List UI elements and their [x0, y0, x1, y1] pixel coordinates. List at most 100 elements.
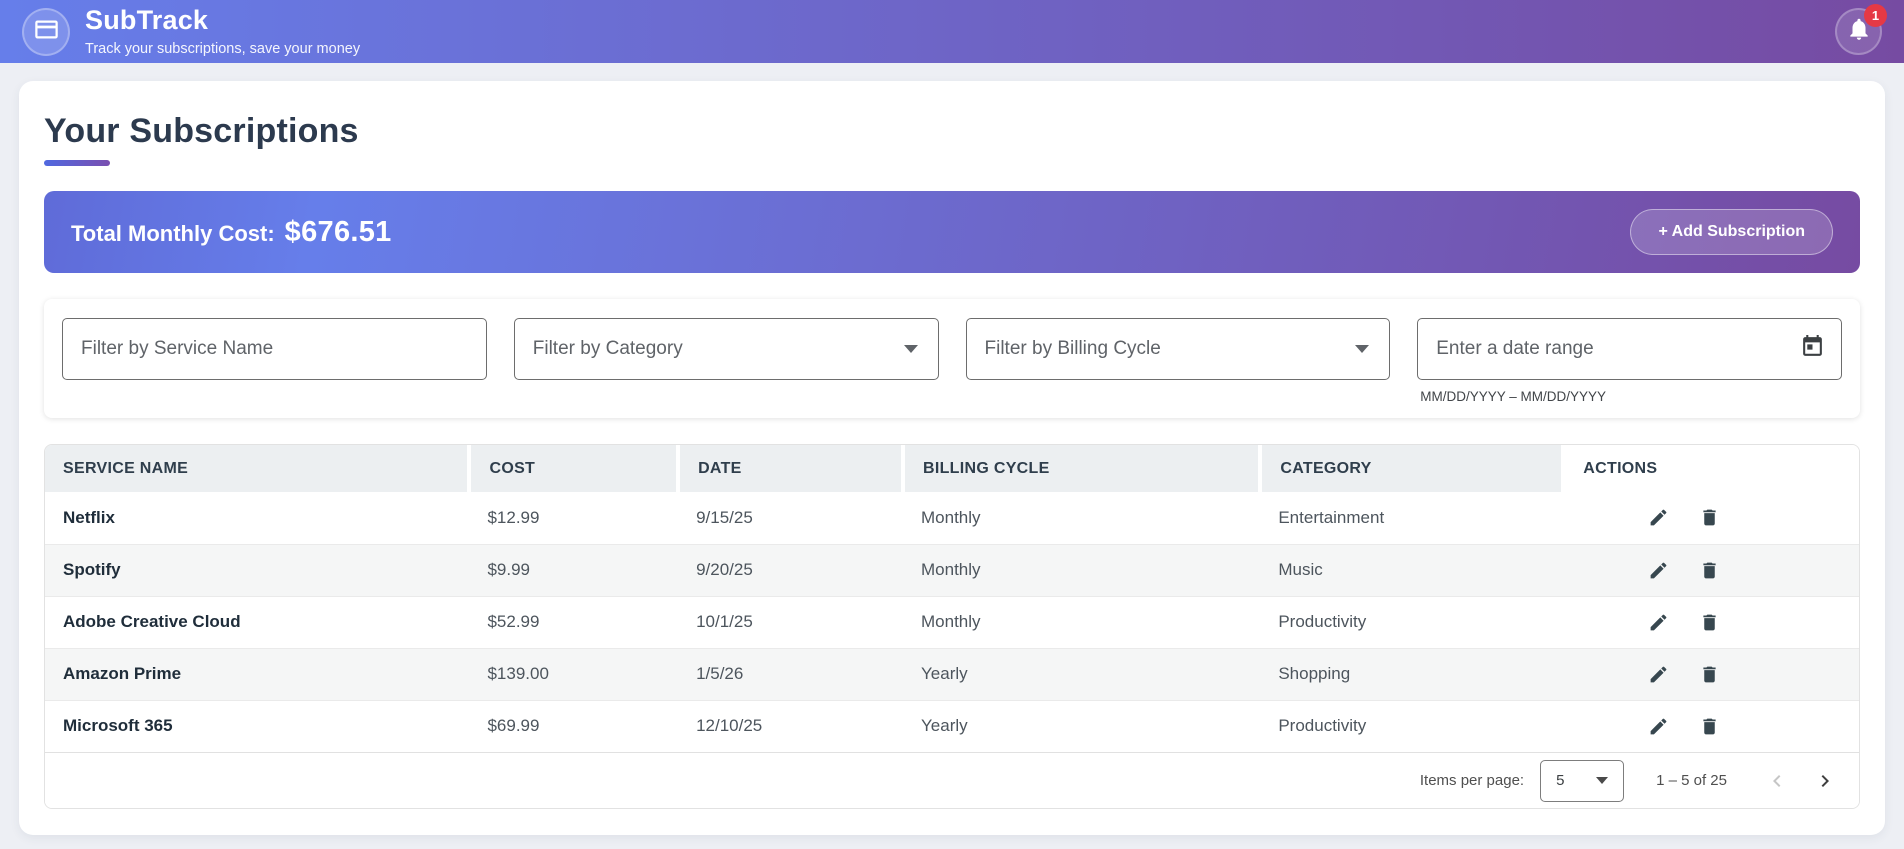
caret-down-icon	[1596, 777, 1609, 784]
edit-button[interactable]	[1648, 560, 1669, 581]
cell-billing-cycle: Yearly	[921, 664, 968, 683]
cell-date: 1/5/26	[696, 664, 744, 683]
cell-actions	[1563, 492, 1859, 544]
items-per-page-value: 5	[1556, 772, 1565, 789]
credit-card-icon	[33, 16, 60, 48]
cell-date: 12/10/25	[696, 716, 763, 736]
date-range-placeholder: Enter a date range	[1436, 338, 1594, 359]
billing-cycle-filter-select[interactable]: Filter by Billing Cycle	[965, 318, 1391, 380]
pencil-icon	[1648, 614, 1669, 636]
main-content-card: Your Subscriptions Total Monthly Cost: $…	[19, 81, 1885, 835]
paginator: Items per page: 5 1 – 5 of 25	[45, 752, 1859, 808]
column-header-actions: ACTIONS	[1563, 445, 1859, 492]
notifications-button[interactable]: 1	[1835, 4, 1887, 55]
cell-cost: $52.99	[487, 612, 540, 631]
title-underline	[44, 160, 110, 166]
cell-service-name: Adobe Creative Cloud	[63, 612, 241, 631]
chevron-right-icon	[1813, 774, 1837, 796]
pencil-icon	[1648, 509, 1669, 531]
pencil-icon	[1648, 666, 1669, 688]
bell-icon	[1846, 16, 1872, 47]
category-filter-placeholder: Filter by Category	[532, 338, 683, 359]
cell-service-name: Amazon Prime	[63, 664, 182, 683]
caret-down-icon	[903, 345, 918, 353]
column-header-date: DATE	[678, 445, 905, 492]
cell-actions	[1563, 700, 1859, 752]
cell-service-name: Microsoft 365	[63, 716, 173, 736]
edit-button[interactable]	[1648, 664, 1669, 685]
caret-down-icon	[1355, 345, 1370, 353]
table-row: Netflix $12.99 9/15/25 Monthly Entertain…	[45, 492, 1859, 544]
page-title: Your Subscriptions	[44, 112, 359, 150]
delete-button[interactable]	[1699, 507, 1720, 528]
app-title: SubTrack	[85, 5, 209, 36]
subscriptions-table-card: SERVICE NAME COST DATE BILLING CYCLE CAT…	[44, 444, 1860, 809]
next-page-button[interactable]	[1801, 769, 1849, 793]
notification-count-badge: 1	[1864, 4, 1887, 27]
column-header-service-name: SERVICE NAME	[45, 445, 472, 492]
total-cost-label: Total Monthly Cost:	[71, 220, 275, 246]
cell-cost: $139.00	[487, 664, 549, 683]
category-filter-select[interactable]: Filter by Category	[513, 318, 939, 380]
items-per-page-select[interactable]: 5	[1540, 759, 1625, 802]
cell-actions	[1563, 648, 1859, 700]
edit-button[interactable]	[1648, 612, 1669, 633]
calendar-icon[interactable]	[1800, 334, 1825, 365]
billing-cycle-filter-placeholder: Filter by Billing Cycle	[984, 338, 1161, 359]
filter-billing-cycle-col: Filter by Billing Cycle	[965, 318, 1391, 404]
cell-category: Productivity	[1278, 612, 1367, 631]
previous-page-button[interactable]	[1753, 769, 1801, 793]
cell-actions	[1563, 596, 1859, 648]
table-row: Microsoft 365 $69.99 12/10/25 Yearly Pro…	[45, 700, 1859, 752]
cell-category: Entertainment	[1278, 507, 1385, 527]
cell-billing-cycle: Yearly	[921, 716, 968, 736]
trash-icon	[1699, 718, 1720, 740]
edit-button[interactable]	[1648, 507, 1669, 528]
filter-date-range-col: Enter a date range MM/DD/YYYY – MM/DD/YY…	[1417, 318, 1842, 404]
cell-service-name: Spotify	[63, 560, 121, 579]
cell-date: 9/20/25	[696, 560, 753, 579]
filter-service-name-col	[62, 318, 487, 404]
delete-button[interactable]	[1699, 612, 1720, 633]
trash-icon	[1699, 562, 1720, 584]
cell-actions	[1563, 544, 1859, 596]
cell-date: 10/1/25	[696, 612, 753, 631]
cell-billing-cycle: Monthly	[921, 507, 981, 527]
service-name-filter-field[interactable]	[62, 318, 487, 380]
filter-category-col: Filter by Category	[513, 318, 939, 404]
total-cost-value: $676.51	[284, 215, 392, 248]
delete-button[interactable]	[1699, 716, 1720, 737]
cell-category: Productivity	[1278, 716, 1367, 736]
app-header: SubTrack Track your subscriptions, save …	[0, 0, 1904, 63]
table-row: Adobe Creative Cloud $52.99 10/1/25 Mont…	[45, 596, 1859, 648]
cell-billing-cycle: Monthly	[921, 560, 981, 579]
subscriptions-table: SERVICE NAME COST DATE BILLING CYCLE CAT…	[45, 445, 1859, 752]
cell-cost: $9.99	[487, 560, 531, 579]
pencil-icon	[1648, 718, 1669, 740]
cell-category: Shopping	[1278, 664, 1351, 683]
delete-button[interactable]	[1699, 664, 1720, 685]
table-row: Amazon Prime $139.00 1/5/26 Yearly Shopp…	[45, 648, 1859, 700]
app-logo	[22, 7, 70, 56]
date-format-hint: MM/DD/YYYY – MM/DD/YYYY	[1420, 389, 1607, 404]
column-header-category: CATEGORY	[1260, 445, 1566, 492]
cell-date: 9/15/25	[696, 507, 753, 527]
total-cost-banner: Total Monthly Cost: $676.51 + Add Subscr…	[44, 191, 1860, 273]
app-tagline: Track your subscriptions, save your mone…	[85, 40, 361, 57]
trash-icon	[1699, 509, 1720, 531]
table-header-row: SERVICE NAME COST DATE BILLING CYCLE CAT…	[45, 445, 1859, 492]
total-cost: Total Monthly Cost: $676.51	[71, 216, 392, 249]
items-per-page-label: Items per page:	[1419, 772, 1525, 789]
cell-service-name: Netflix	[63, 507, 115, 527]
delete-button[interactable]	[1699, 560, 1720, 581]
edit-button[interactable]	[1648, 716, 1669, 737]
page-range-label: 1 – 5 of 25	[1656, 772, 1727, 789]
date-range-filter-field[interactable]: Enter a date range	[1417, 318, 1842, 380]
cell-billing-cycle: Monthly	[921, 612, 981, 631]
trash-icon	[1699, 614, 1720, 636]
cell-cost: $12.99	[487, 507, 540, 527]
service-name-filter-input[interactable]	[81, 338, 468, 360]
filter-panel: Filter by Category Filter by Billing Cyc…	[44, 299, 1860, 418]
cell-category: Music	[1278, 560, 1323, 579]
add-subscription-button[interactable]: + Add Subscription	[1630, 209, 1833, 255]
